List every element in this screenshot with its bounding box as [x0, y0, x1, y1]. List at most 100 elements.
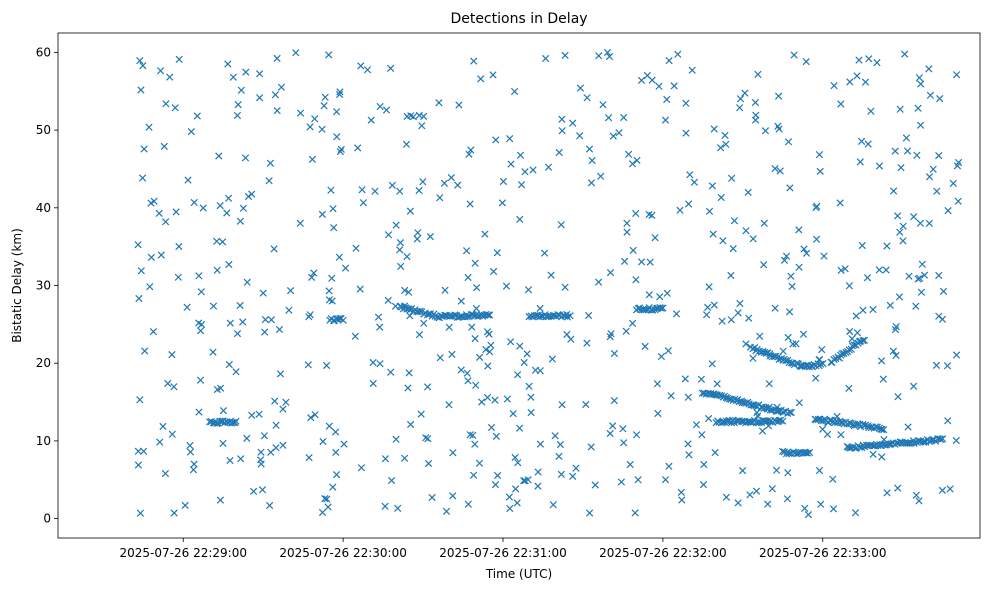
detection-marker: [457, 297, 465, 305]
detection-marker: [279, 405, 287, 413]
detection-marker: [858, 241, 866, 250]
detection-marker: [478, 312, 487, 320]
detection-marker: [558, 127, 566, 135]
detection-marker: [620, 257, 629, 266]
detection-marker: [351, 332, 359, 340]
detection-marker: [755, 418, 764, 426]
detection-marker: [749, 354, 757, 362]
detection-marker: [467, 146, 475, 154]
detection-marker: [454, 181, 462, 189]
detection-marker: [196, 327, 205, 335]
detection-marker: [213, 237, 221, 245]
detection-marker: [896, 228, 904, 236]
detection-marker: [195, 408, 203, 416]
detection-marker: [663, 289, 671, 297]
detection-marker: [335, 253, 344, 261]
detection-marker: [371, 187, 379, 195]
detection-marker: [657, 304, 665, 312]
detection-marker: [332, 448, 340, 457]
detection-marker: [894, 393, 902, 401]
detection-marker: [727, 271, 735, 280]
detection-marker: [815, 466, 824, 475]
detection-marker: [387, 476, 396, 485]
detection-marker: [327, 186, 335, 194]
detection-marker: [330, 223, 338, 232]
detection-marker: [463, 313, 471, 321]
detection-marker: [738, 466, 747, 475]
detection-marker: [561, 283, 569, 291]
detection-marker: [727, 419, 736, 427]
detection-marker: [745, 314, 753, 322]
detection-marker: [525, 382, 533, 390]
detection-marker: [705, 207, 714, 216]
detection-marker: [249, 487, 258, 496]
detection-marker: [336, 147, 345, 156]
detection-marker: [857, 137, 866, 146]
detection-marker: [523, 350, 531, 358]
detection-marker: [667, 392, 675, 400]
detection-marker: [875, 162, 884, 170]
detection-marker: [357, 62, 365, 70]
detection-marker: [910, 213, 918, 221]
detection-marker: [168, 430, 176, 438]
detection-marker: [396, 187, 404, 195]
detection-marker: [183, 303, 191, 311]
detection-marker: [925, 219, 933, 228]
detection-marker: [445, 312, 454, 320]
detection-marker: [318, 210, 327, 219]
detection-marker: [736, 299, 744, 308]
detection-marker: [789, 340, 797, 348]
chart-title: Detections in Delay: [450, 11, 587, 27]
detection-marker: [952, 436, 960, 445]
detection-marker: [435, 99, 443, 107]
detection-marker: [594, 278, 603, 286]
detection-marker: [729, 244, 737, 253]
detection-marker: [233, 111, 242, 120]
detection-marker: [162, 100, 170, 108]
detection-marker: [276, 370, 285, 378]
detection-marker: [234, 100, 242, 109]
detection-marker: [741, 89, 749, 97]
detection-marker: [511, 453, 519, 462]
detection-marker: [837, 100, 845, 108]
detection-marker: [506, 338, 515, 346]
detection-marker: [654, 409, 662, 418]
detection-marker: [655, 82, 663, 90]
detection-marker: [392, 221, 400, 229]
detection-marker: [318, 125, 326, 133]
detection-marker: [436, 354, 444, 362]
detection-marker: [243, 278, 251, 286]
detection-marker: [260, 432, 269, 440]
y-tick-label: 50: [36, 123, 51, 137]
detection-marker: [413, 235, 421, 243]
detection-marker: [415, 330, 424, 339]
detection-marker: [481, 230, 489, 238]
detection-marker: [883, 242, 891, 250]
detection-marker: [376, 360, 384, 368]
detection-marker: [664, 347, 672, 355]
detection-marker: [615, 129, 623, 137]
detection-marker: [441, 286, 449, 294]
detection-marker: [258, 486, 267, 494]
detection-marker: [358, 186, 366, 194]
detection-marker: [448, 350, 456, 359]
detection-marker: [853, 329, 862, 337]
detection-marker: [403, 112, 411, 121]
detection-marker: [846, 327, 854, 336]
detection-marker: [224, 194, 233, 202]
detection-marker: [267, 448, 275, 456]
detection-marker: [189, 466, 198, 474]
detection-marker: [445, 323, 453, 331]
detection-marker: [820, 252, 828, 260]
detection-marker: [730, 217, 739, 225]
detection-marker: [915, 74, 924, 82]
detection-marker: [536, 367, 544, 375]
detection-marker: [859, 336, 867, 345]
x-tick-label: 2025-07-26 22:32:00: [599, 546, 726, 560]
detection-marker: [521, 477, 529, 485]
detection-marker: [623, 228, 631, 236]
detection-marker: [472, 283, 481, 292]
detection-marker: [175, 242, 183, 251]
detection-marker: [657, 352, 666, 361]
